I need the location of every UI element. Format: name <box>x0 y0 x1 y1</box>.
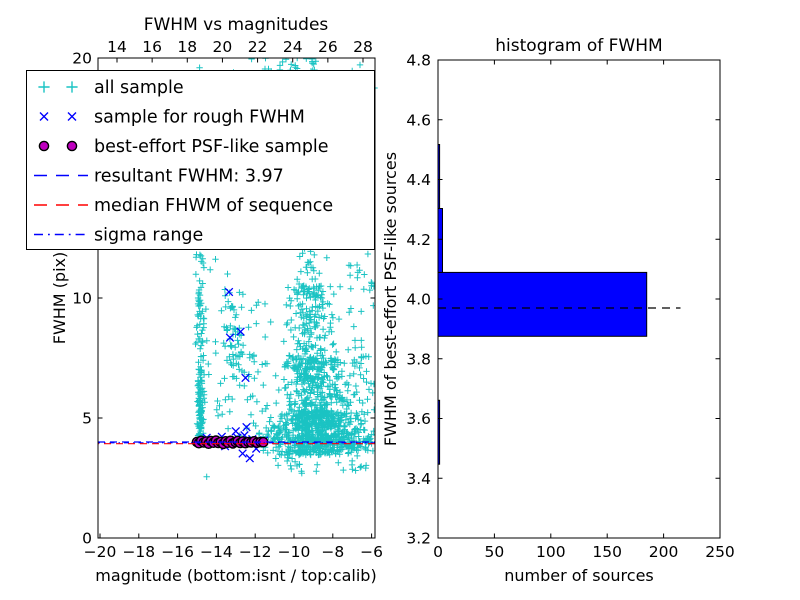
legend-marker-rough-x-icon <box>39 112 77 121</box>
legend-label-sigma-range: sigma range <box>94 226 203 246</box>
left-x-tick-label: −16 <box>161 543 194 561</box>
right-y-tick-label: 3.2 <box>406 530 431 548</box>
left-top-tick-label: 26 <box>318 38 338 56</box>
right-x-tick-label: 250 <box>705 543 735 561</box>
right-plot-title: histogram of FWHM <box>495 36 662 56</box>
left-top-tick-label: 20 <box>213 38 233 56</box>
legend-label-resultant-fwhm: resultant FWHM: 3.97 <box>94 167 284 187</box>
right-x-tick-label: 200 <box>649 543 679 561</box>
left-y-tick-label: 10 <box>72 290 92 308</box>
right-x-tick-label: 0 <box>433 543 443 561</box>
scatter-all-sample <box>191 58 375 475</box>
legend-marker-psf-circle-icon <box>38 140 50 152</box>
left-top-tick-label: 14 <box>107 38 127 56</box>
histogram-bar <box>438 271 648 337</box>
right-y-tick-label: 3.8 <box>406 350 431 368</box>
left-x-tick-label: −10 <box>278 543 311 561</box>
histogram-data <box>438 144 681 465</box>
right-x-tick-label: 50 <box>485 543 505 561</box>
legend: all sample sample for rough FWHM best-ef… <box>26 70 375 250</box>
left-x-tick-label: −14 <box>200 543 233 561</box>
left-x-tick-label: −8 <box>321 543 344 561</box>
left-x-tick-label: −12 <box>239 543 272 561</box>
left-top-tick-label: 16 <box>142 38 162 56</box>
legend-box <box>26 70 375 250</box>
left-y-tick-label: 20 <box>72 50 92 68</box>
left-plot-title: FWHM vs magnitudes <box>144 15 329 35</box>
legend-marker-all-sample-plus-icon <box>38 81 78 93</box>
legend-label-rough-fwhm: sample for rough FWHM <box>94 108 305 128</box>
right-y-tick-label: 4.2 <box>406 231 431 249</box>
left-top-tick-label: 28 <box>353 38 373 56</box>
right-x-tick-label: 100 <box>536 543 566 561</box>
left-top-tick-label: 24 <box>283 38 303 56</box>
right-plot-xlabel: number of sources <box>504 566 654 585</box>
axis-ticks: −20 −18 −16 −14 −12 −10 −8 −6 14 16 18 20 22 24 26 28 0 5… <box>72 38 735 561</box>
right-y-tick-label: 4.8 <box>406 52 431 70</box>
histogram-bar <box>438 144 441 209</box>
right-y-tick-label: 4.0 <box>406 291 431 309</box>
right-plot-ylabel: FWHM of best-effort PSF-like sources <box>381 152 400 446</box>
left-y-tick-label: 5 <box>82 410 92 428</box>
right-y-tick-label: 3.4 <box>406 470 431 488</box>
left-x-tick-label: −6 <box>360 543 383 561</box>
legend-label-median-fhwm: median FHWM of sequence <box>94 196 333 216</box>
right-y-tick-label: 4.4 <box>406 171 431 189</box>
legend-label-psf-sample: best-effort PSF-like sample <box>94 137 329 157</box>
histogram-bar <box>438 399 441 465</box>
left-x-tick-label: −20 <box>84 543 117 561</box>
left-y-tick-label: 0 <box>82 530 92 548</box>
right-y-tick-label: 3.6 <box>406 410 431 428</box>
left-plot-ylabel: FWHM (pix) <box>50 252 69 345</box>
left-x-tick-label: −18 <box>122 543 155 561</box>
legend-label-all-sample: all sample <box>94 78 184 98</box>
histogram-bar <box>438 208 443 273</box>
scatter-plot-data <box>98 58 375 475</box>
right-x-tick-label: 150 <box>592 543 622 561</box>
legend-marker-psf-circle-icon <box>66 140 78 152</box>
left-top-tick-label: 18 <box>177 38 197 56</box>
left-top-tick-label: 22 <box>248 38 268 56</box>
left-plot-xlabel: magnitude (bottom:isnt / top:calib) <box>95 566 376 585</box>
right-y-tick-label: 4.6 <box>406 111 431 129</box>
